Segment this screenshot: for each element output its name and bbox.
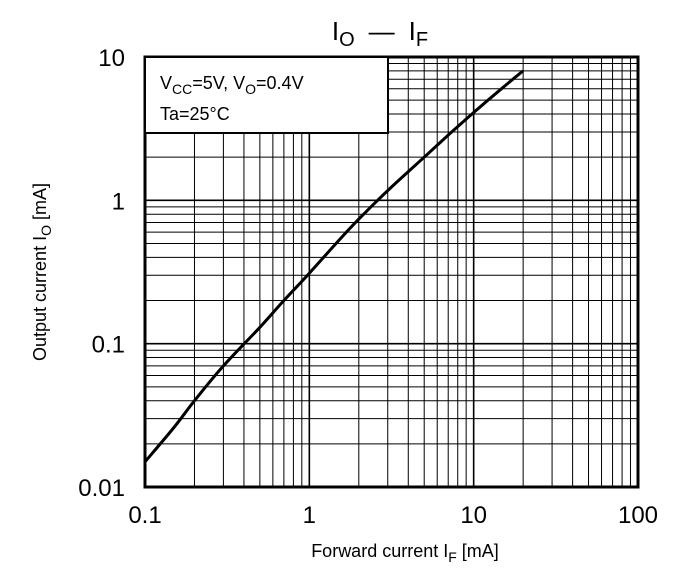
conditions-box: VCC=5V, VO=0.4V Ta=25°C xyxy=(144,56,389,134)
conditions-line-1: VCC=5V, VO=0.4V xyxy=(160,73,304,97)
y-tick-label: 0.1 xyxy=(92,332,125,359)
y-tick-label: 0.01 xyxy=(78,475,125,502)
x-tick-label: 100 xyxy=(618,502,658,529)
x-tick-label: 1 xyxy=(303,502,316,529)
conditions-line-2: Ta=25°C xyxy=(160,104,230,124)
x-tick-label: 10 xyxy=(460,502,487,529)
y-tick-label: 1 xyxy=(112,188,125,215)
y-tick-labels: 0.01 0.1 1 10 xyxy=(78,45,125,502)
y-tick-label: 10 xyxy=(98,45,125,72)
chart-title: IO — IF xyxy=(332,16,428,51)
x-axis-label: Forward current IF [mA] xyxy=(311,541,499,565)
series-line xyxy=(143,69,525,463)
x-tick-labels: 0.1 1 10 100 xyxy=(128,502,658,529)
y-axis-label: Output current IO [mA] xyxy=(30,183,54,361)
x-tick-label: 0.1 xyxy=(128,502,161,529)
plot-frame xyxy=(143,55,640,489)
